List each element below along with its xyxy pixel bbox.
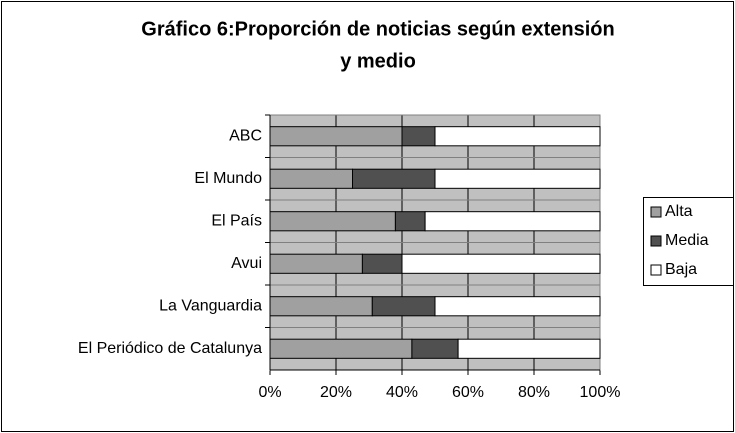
bar-segment (411, 338, 459, 359)
bar-segment (434, 168, 601, 189)
y-tick-label: El País (211, 212, 262, 229)
bar-segment (424, 211, 601, 232)
x-tick-label: 40% (386, 384, 418, 401)
bar-segment (401, 126, 436, 147)
y-tick-label: El Mundo (194, 170, 262, 187)
legend-swatch (650, 264, 662, 276)
chart-title: Gráfico 6:Proporción de noticias según e… (141, 18, 614, 40)
legend-label: Alta (665, 203, 693, 220)
y-tick-label: El Periódico de Catalunya (78, 340, 262, 357)
bar-segment (269, 253, 363, 274)
x-tick-label: 20% (320, 384, 352, 401)
x-tick-label: 80% (518, 384, 550, 401)
legend-label: Baja (665, 261, 697, 278)
bar-segment (434, 126, 601, 147)
bar-segment (269, 296, 373, 317)
bar-segment (352, 168, 436, 189)
y-tick-label: La Vanguardia (159, 297, 262, 314)
bar-segment (394, 211, 426, 232)
bar-segment (434, 296, 601, 317)
x-tick-label: 100% (580, 384, 621, 401)
legend-swatch (650, 206, 662, 218)
x-tick-label: 0% (258, 384, 281, 401)
bar-segment (371, 296, 436, 317)
bar-segment (457, 338, 601, 359)
y-tick-label: Avui (231, 255, 262, 272)
bar-segment (269, 168, 353, 189)
x-tick-label: 60% (452, 384, 484, 401)
bar-segment (269, 211, 396, 232)
y-tick-label: ABC (229, 127, 262, 144)
legend-label: Media (665, 232, 709, 249)
bar-segment (401, 253, 601, 274)
legend-swatch (650, 235, 662, 247)
chart-subtitle: y medio (340, 50, 416, 72)
bar-segment (361, 253, 403, 274)
bar-segment (269, 126, 403, 147)
bar-segment (269, 338, 413, 359)
